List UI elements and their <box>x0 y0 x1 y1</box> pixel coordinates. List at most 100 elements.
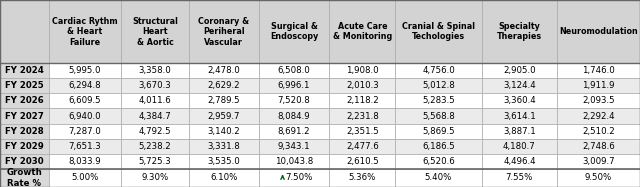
Text: 7.50%: 7.50% <box>285 173 313 182</box>
Text: Acute Care
& Monitoring: Acute Care & Monitoring <box>333 22 392 41</box>
Bar <box>121 63 189 78</box>
Text: 6,609.5: 6,609.5 <box>68 96 101 105</box>
Bar <box>259 154 330 169</box>
Text: 2,010.3: 2,010.3 <box>346 82 379 91</box>
Text: 7.55%: 7.55% <box>506 173 533 182</box>
Text: Cardiac Rythm
& Heart
Failure: Cardiac Rythm & Heart Failure <box>52 17 118 47</box>
Bar <box>0 139 49 154</box>
Text: 6,294.8: 6,294.8 <box>68 82 101 91</box>
Text: 8,084.9: 8,084.9 <box>278 111 310 120</box>
Text: 3,535.0: 3,535.0 <box>207 157 240 166</box>
Text: 2,477.6: 2,477.6 <box>346 142 379 151</box>
Bar <box>259 108 330 124</box>
Bar <box>259 0 330 63</box>
Text: 5,283.5: 5,283.5 <box>422 96 455 105</box>
Bar <box>0 108 49 124</box>
Bar <box>0 154 49 169</box>
Text: 6.10%: 6.10% <box>210 173 237 182</box>
Bar <box>557 78 640 94</box>
Bar <box>396 169 482 187</box>
Text: 3,331.8: 3,331.8 <box>207 142 240 151</box>
Text: 5.00%: 5.00% <box>71 173 99 182</box>
Bar <box>259 124 330 139</box>
Bar <box>557 108 640 124</box>
Text: 2,789.5: 2,789.5 <box>207 96 240 105</box>
Text: 1,911.9: 1,911.9 <box>582 82 615 91</box>
Bar <box>121 154 189 169</box>
Text: 6,940.0: 6,940.0 <box>68 111 101 120</box>
Text: 6,520.6: 6,520.6 <box>422 157 455 166</box>
Bar <box>121 108 189 124</box>
Text: FY 2024: FY 2024 <box>5 66 44 75</box>
Bar <box>259 78 330 94</box>
Text: Coronary &
Periheral
Vascular: Coronary & Periheral Vascular <box>198 17 249 47</box>
Bar <box>396 124 482 139</box>
Bar <box>189 108 259 124</box>
Text: 3,140.2: 3,140.2 <box>207 127 240 136</box>
Bar <box>330 94 396 108</box>
Bar <box>49 169 121 187</box>
Text: 3,360.4: 3,360.4 <box>503 96 536 105</box>
Text: 4,180.7: 4,180.7 <box>503 142 536 151</box>
Text: 9,343.1: 9,343.1 <box>278 142 310 151</box>
Text: 2,231.8: 2,231.8 <box>346 111 379 120</box>
Text: 2,478.0: 2,478.0 <box>207 66 240 75</box>
Bar <box>0 169 49 187</box>
Bar <box>396 108 482 124</box>
Bar <box>396 154 482 169</box>
Bar <box>121 0 189 63</box>
Text: 2,610.5: 2,610.5 <box>346 157 379 166</box>
Text: 3,124.4: 3,124.4 <box>503 82 536 91</box>
Bar <box>557 139 640 154</box>
Bar <box>396 78 482 94</box>
Text: 6,508.0: 6,508.0 <box>278 66 310 75</box>
Text: FY 2028: FY 2028 <box>5 127 44 136</box>
Bar <box>396 139 482 154</box>
Bar <box>557 0 640 63</box>
Text: 2,118.2: 2,118.2 <box>346 96 379 105</box>
Bar <box>482 169 557 187</box>
Bar <box>49 124 121 139</box>
Bar <box>189 63 259 78</box>
Bar <box>189 78 259 94</box>
Text: 2,748.6: 2,748.6 <box>582 142 615 151</box>
Text: 2,351.5: 2,351.5 <box>346 127 379 136</box>
Bar <box>121 94 189 108</box>
Text: 1,746.0: 1,746.0 <box>582 66 615 75</box>
Bar <box>557 124 640 139</box>
Text: 2,292.4: 2,292.4 <box>582 111 615 120</box>
Text: 7,651.3: 7,651.3 <box>68 142 101 151</box>
Bar <box>482 139 557 154</box>
Bar <box>49 139 121 154</box>
Bar <box>557 169 640 187</box>
Bar <box>121 169 189 187</box>
Text: 5,995.0: 5,995.0 <box>68 66 101 75</box>
Text: 7,520.8: 7,520.8 <box>278 96 310 105</box>
Bar <box>49 94 121 108</box>
Text: 5.36%: 5.36% <box>349 173 376 182</box>
Text: Structural
Heart
& Aortic: Structural Heart & Aortic <box>132 17 178 47</box>
Text: 5,568.8: 5,568.8 <box>422 111 455 120</box>
Text: 3,887.1: 3,887.1 <box>503 127 536 136</box>
Text: 5,012.8: 5,012.8 <box>422 82 455 91</box>
Text: 4,792.5: 4,792.5 <box>139 127 172 136</box>
Bar <box>482 0 557 63</box>
Text: 4,011.6: 4,011.6 <box>139 96 172 105</box>
Bar <box>0 0 49 63</box>
Text: 4,756.0: 4,756.0 <box>422 66 455 75</box>
Bar <box>330 0 396 63</box>
Text: FY 2025: FY 2025 <box>5 82 44 91</box>
Text: 4,384.7: 4,384.7 <box>139 111 172 120</box>
Bar <box>330 154 396 169</box>
Bar <box>189 94 259 108</box>
Bar <box>49 63 121 78</box>
Text: Growth
Rate %: Growth Rate % <box>6 168 42 187</box>
Text: 6,186.5: 6,186.5 <box>422 142 455 151</box>
Text: 8,033.9: 8,033.9 <box>68 157 101 166</box>
Text: Surgical &
Endoscopy: Surgical & Endoscopy <box>270 22 318 41</box>
Text: FY 2027: FY 2027 <box>5 111 44 120</box>
Bar <box>0 78 49 94</box>
Text: 9.50%: 9.50% <box>585 173 612 182</box>
Bar <box>330 108 396 124</box>
Bar <box>482 108 557 124</box>
